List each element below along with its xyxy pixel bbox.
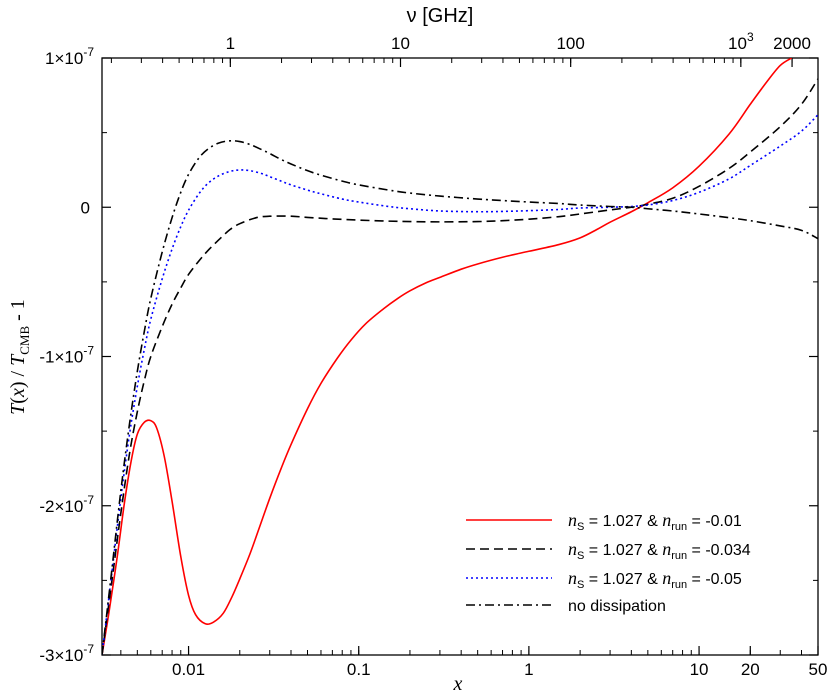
bottom-axis: 0.01 0.1 1 10 20 50 xyxy=(120,646,828,679)
y-tick-label: -3×10-7 xyxy=(39,642,94,665)
x-tick-label: 1 xyxy=(524,660,533,679)
top-tick-label: 103 xyxy=(728,30,754,53)
series-line-0 xyxy=(102,58,793,655)
legend: nS = 1.027 & nrun = -0.01 nS = 1.027 & nr… xyxy=(466,510,751,615)
y-tick-label: 1×10-7 xyxy=(45,45,94,68)
y-axis-label: T(x) / TCMB - 1 xyxy=(7,299,32,415)
y-tick-label: -2×10-7 xyxy=(39,493,94,516)
series-line-3 xyxy=(102,139,818,655)
x-tick-label: 0.1 xyxy=(347,660,371,679)
legend-label-2: nS = 1.027 & nrun = -0.05 xyxy=(568,568,742,591)
x-tick-label: 20 xyxy=(741,660,760,679)
legend-label-1: nS = 1.027 & nrun = -0.034 xyxy=(568,539,751,562)
x-tick-label: 50 xyxy=(809,660,828,679)
top-axis-title: ν [GHz] xyxy=(407,5,474,27)
top-axis: 1 10 100 103 2000 xyxy=(110,30,811,67)
series-lines xyxy=(102,58,818,655)
x-axis-label: x xyxy=(453,673,463,694)
left-axis: 1×10-7 0 -1×10-7 -2×10-7 -3×10-7 xyxy=(39,45,818,665)
top-tick-label: 10 xyxy=(391,34,410,53)
legend-label-3: no dissipation xyxy=(568,598,666,615)
x-tick-label: 0.01 xyxy=(172,660,205,679)
top-tick-label: 1 xyxy=(226,34,235,53)
top-tick-label: 2000 xyxy=(773,34,811,53)
plot-frame xyxy=(101,57,819,656)
top-tick-label: 100 xyxy=(556,34,584,53)
series-line-2 xyxy=(102,114,818,655)
legend-label-0: nS = 1.027 & nrun = -0.01 xyxy=(568,510,742,533)
series-line-1 xyxy=(102,78,818,655)
y-tick-label: -1×10-7 xyxy=(39,344,94,367)
y-tick-label: 0 xyxy=(81,198,90,217)
x-tick-label: 10 xyxy=(690,660,709,679)
